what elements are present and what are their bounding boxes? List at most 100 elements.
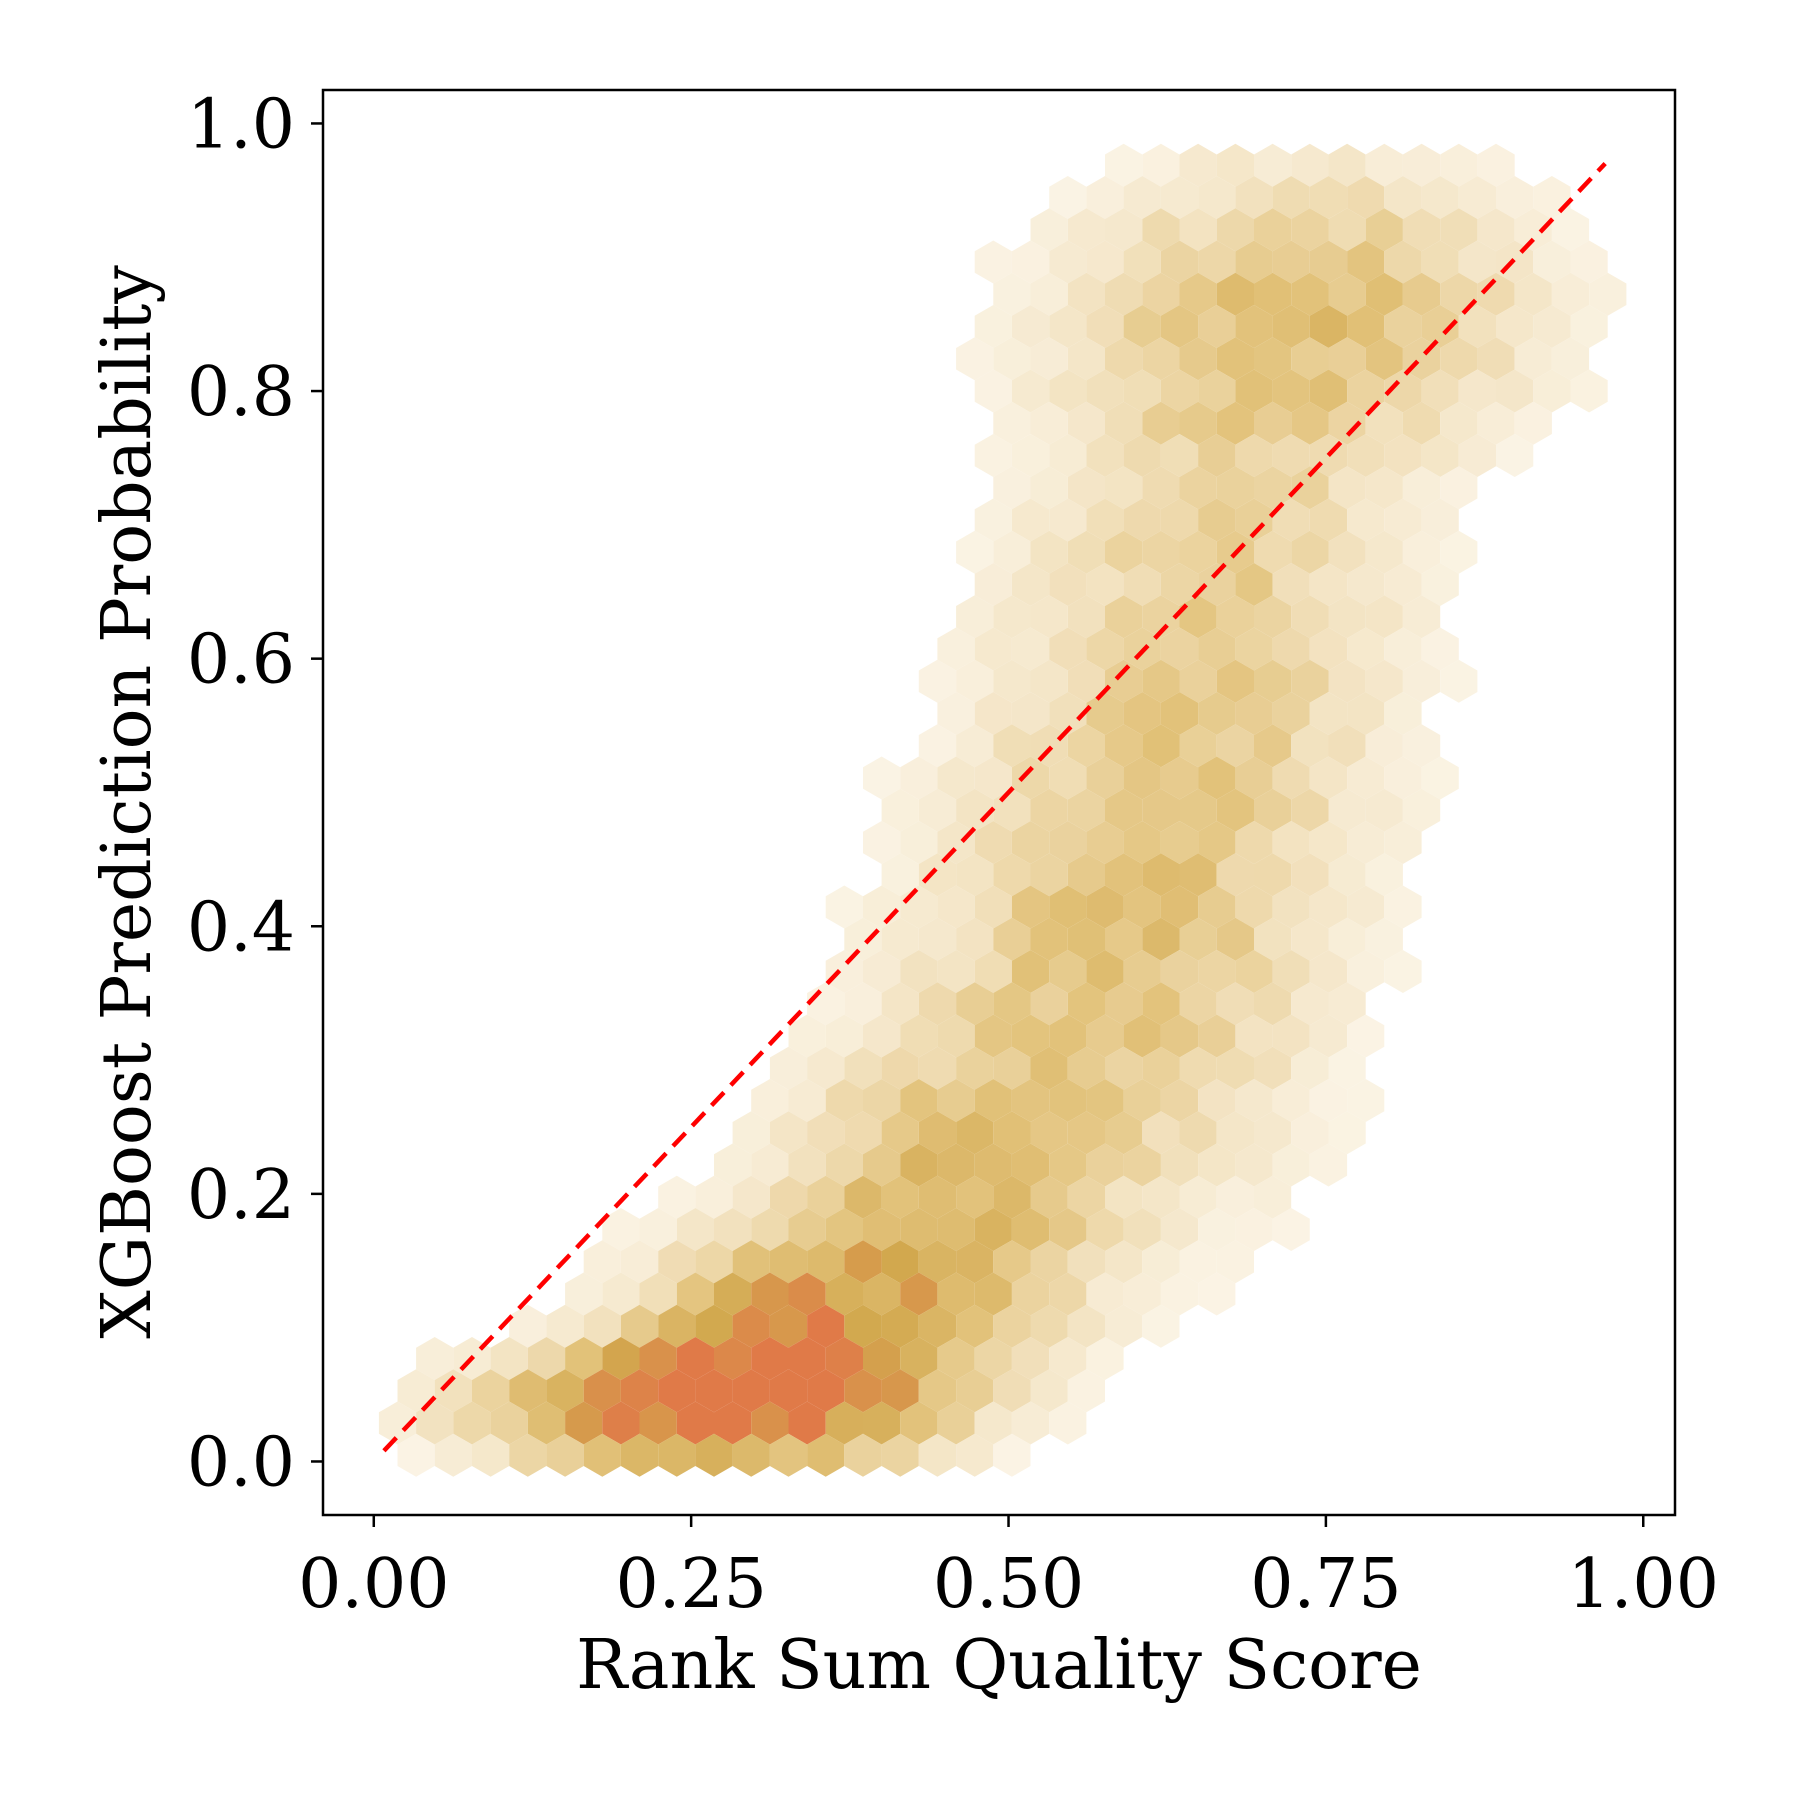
hexbin-cell [1198,821,1236,864]
hexbin-cell [1365,272,1403,316]
hexbin-cell [1254,659,1292,703]
hexbin-cell [1105,337,1143,381]
hexbin-cell [769,1433,808,1477]
hexbin-cell [1160,240,1199,284]
hexbin-cell [732,1240,770,1284]
hexbin-cell [1272,240,1310,284]
hexbin-cell [1216,143,1254,187]
hexbin-cell [1365,530,1403,574]
hexbin-cell [1179,1175,1217,1219]
hexbin-cell [1030,1369,1068,1413]
hexbin-cell [974,756,1012,800]
hexbin-cell [974,692,1012,735]
hexbin-cell [1291,982,1329,1026]
hexbin-cell [1533,305,1571,348]
hexbin-cell [825,1014,863,1058]
hexbin-cell [1105,659,1143,703]
hexbin-cell [1309,369,1348,413]
hexbin-cell [788,1337,826,1380]
hexbin-cell [1160,950,1199,993]
hexbin-cell [1254,143,1292,187]
hexbin-cell [1067,401,1105,445]
y-tick-label: 0.8 [187,353,295,432]
hexbin-cell [1142,1046,1180,1090]
hexbin-cell [565,1272,603,1316]
hexbin-cell [378,1401,417,1445]
hexbin-cell [1105,466,1143,510]
hexbin-cell [1086,950,1124,993]
hexbin-cell [1011,756,1050,800]
hexbin-cell [1384,692,1422,735]
hexbin-cell [956,1175,994,1219]
hexbin-cell [1179,724,1217,768]
hexbin-cell [1142,272,1180,316]
y-tick-label: 0.4 [187,888,295,967]
hexbin-cell [1049,1079,1087,1122]
hexbin-cell [881,1046,919,1090]
hexbin-cell [1347,498,1385,542]
hexbin-cell [974,1337,1012,1380]
hexbin-cell [1477,337,1515,381]
hexbin-cell [1347,756,1385,800]
hexbin-cell [1384,885,1422,929]
hexbin-cell [1309,950,1348,993]
hexbin-cell [1365,917,1403,961]
hexbin-cell [1105,208,1143,252]
hexbin-cell [620,1240,659,1284]
hexbin-cell [1086,1079,1124,1122]
hexbin-cell [695,1304,733,1348]
hexbin-cell [583,1433,621,1477]
hexbin-cell [1291,724,1329,768]
hexbin-cell [1123,885,1161,929]
hexbin-cell [1272,434,1310,477]
hexbin-cell [993,1111,1031,1155]
hexbin-cell [1123,1079,1161,1122]
hexbin-cell [1309,885,1348,929]
hexbin-cell [1589,272,1627,316]
hexbin-cell [1421,756,1459,800]
hexbin-cell [1160,1014,1199,1058]
hexbin-cell [937,756,975,800]
hexbin-cell [1030,659,1068,703]
hexbin-cell [1254,917,1292,961]
hexbin-cell [844,1369,882,1413]
hexbin-cell [1198,305,1236,348]
hexbin-cell [397,1369,435,1413]
hexbin-cell [1030,1240,1068,1284]
hexbin-cell [509,1304,547,1348]
hexbin-cell [1533,369,1571,413]
hexbin-cell [1421,434,1459,477]
hexbin-cell [472,1369,510,1413]
hexbin-cell [1440,337,1478,381]
hexbin-cell [1049,563,1087,606]
hexbin-cell [1347,1014,1385,1058]
hexbin-cell [1216,401,1254,445]
hexbin-cell [416,1337,454,1380]
y-axis-title: XGBoost Prediction Probability [88,265,167,1339]
hexbin-cell [844,982,882,1026]
hexbin-cell [881,1304,919,1348]
hexbin-cell [918,853,957,897]
hexbin-cell [1142,530,1180,574]
hexbin-cell [1011,1401,1050,1445]
hexbin-cell [695,1433,733,1477]
hexbin-cell [1384,821,1422,864]
hexbin-cell [1105,1175,1143,1219]
hexbin-cell [1179,272,1217,316]
hexbin-cell [1179,595,1217,639]
hexbin-cell [1235,885,1273,929]
hexbin-cell [956,1111,994,1155]
hexbin-cell [1402,659,1441,703]
hexbin-cell [956,1240,994,1284]
hexbin-cell [974,1079,1012,1122]
hexbin-cell [1402,208,1441,252]
hexbin-cell [1328,917,1366,961]
hexbin-cell [1142,401,1180,445]
hexbin-cell [1105,595,1143,639]
hexbin-cell [937,950,975,993]
hexbin-cell [900,1143,938,1187]
hexbin-cell [1086,627,1124,671]
hexbin-cell [1049,498,1087,542]
hexbin-cell [993,272,1031,316]
hexbin-cell [956,1433,994,1477]
